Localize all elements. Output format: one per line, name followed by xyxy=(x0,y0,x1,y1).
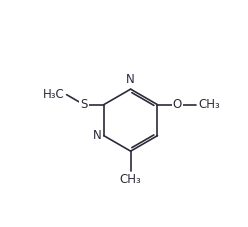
Text: CH₃: CH₃ xyxy=(120,173,142,186)
Text: N: N xyxy=(93,129,102,142)
Text: N: N xyxy=(126,74,135,86)
Text: S: S xyxy=(80,98,88,111)
Text: H₃C: H₃C xyxy=(43,88,64,101)
Text: CH₃: CH₃ xyxy=(198,98,220,111)
Text: O: O xyxy=(173,98,182,111)
